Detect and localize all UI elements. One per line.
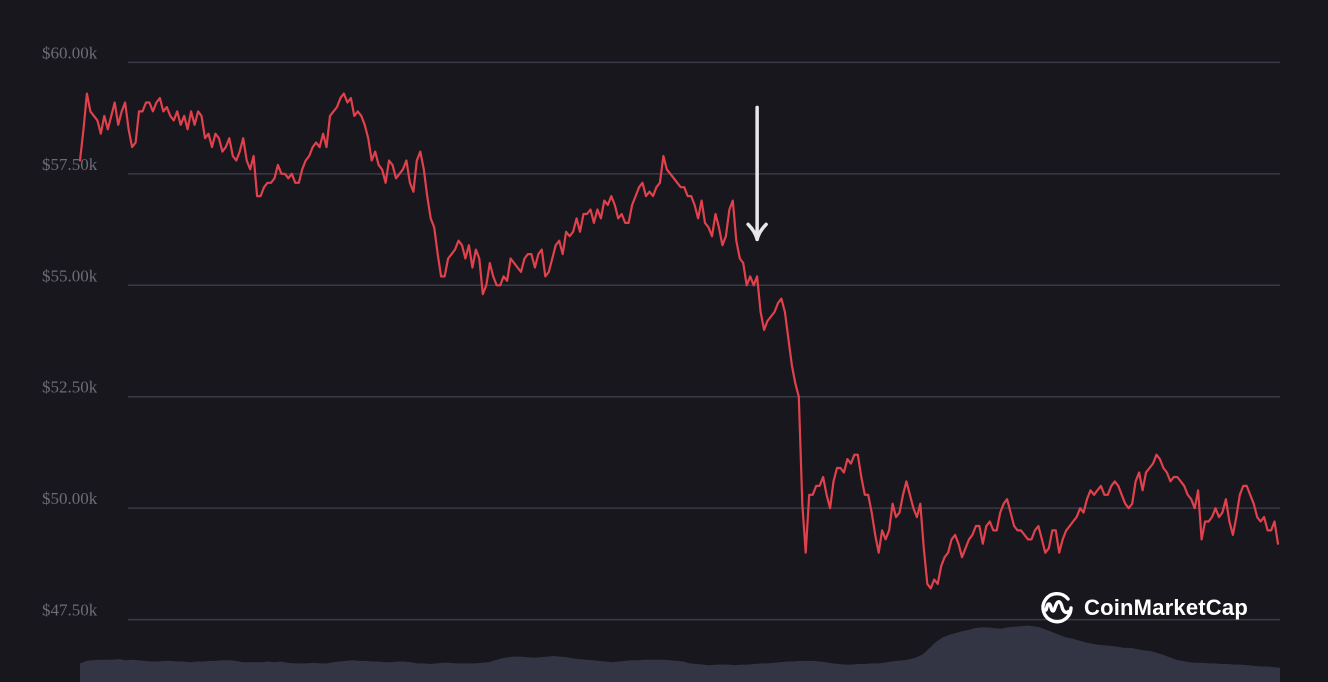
grid-lines bbox=[128, 61, 1280, 621]
down-arrow-icon bbox=[746, 105, 768, 242]
volume-series bbox=[80, 625, 1280, 682]
y-tick-label: $60.00k bbox=[42, 43, 98, 62]
coinmarketcap-watermark: CoinMarketCap bbox=[1038, 586, 1248, 630]
volume-area bbox=[80, 625, 1280, 682]
y-tick-label: $50.00k bbox=[42, 489, 98, 508]
price-line bbox=[78, 92, 1280, 590]
y-tick-label: $47.50k bbox=[42, 601, 98, 620]
y-tick-label: $52.50k bbox=[42, 378, 98, 397]
price-series bbox=[78, 92, 1280, 590]
watermark-text: CoinMarketCap bbox=[1084, 595, 1248, 620]
y-tick-label: $55.00k bbox=[42, 266, 98, 285]
coinmarketcap-logo-icon bbox=[1041, 591, 1073, 624]
arrow-head bbox=[746, 222, 768, 242]
y-tick-label: $57.50k bbox=[42, 155, 98, 174]
y-axis-tick-labels: $47.50k $50.00k $52.50k $55.00k $57.50k $60.0… bbox=[42, 43, 98, 619]
